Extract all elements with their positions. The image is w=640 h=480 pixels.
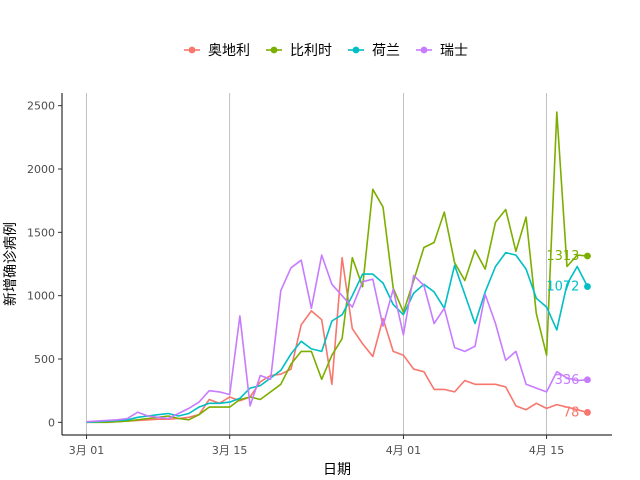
series-lines <box>86 111 589 424</box>
x-tick-label: 4月 01 <box>386 444 422 457</box>
series-end-label-0: 78 <box>563 405 580 420</box>
legend-label: 比利时 <box>290 43 332 59</box>
y-axis-title: 新增确诊病例 <box>3 222 19 306</box>
vertical-gridlines <box>86 93 547 435</box>
x-axis-ticks: 3月 01 3月 15 4月 01 4月 15 <box>69 435 565 457</box>
y-tick-label: 500 <box>34 353 55 366</box>
y-axis-ticks: 0 500 1000 1500 2000 2500 <box>27 100 62 429</box>
series-line-0 <box>86 256 588 424</box>
legend-label: 荷兰 <box>372 43 400 59</box>
legend-item-2: 荷兰 <box>348 43 400 59</box>
series-line-2 <box>86 251 589 424</box>
legend-item-0: 奥地利 <box>184 42 250 59</box>
x-tick-label: 3月 01 <box>69 444 105 457</box>
legend-key-point <box>270 46 278 54</box>
legend-key-point <box>352 46 360 54</box>
legend: 奥地利 比利时 荷兰 瑞士 <box>184 42 468 59</box>
legend-label: 奥地利 <box>208 42 250 59</box>
series-endpoint-1 <box>584 252 591 260</box>
x-axis-title: 日期 <box>323 462 351 478</box>
series-line-1 <box>86 111 588 424</box>
series-endpoint-2 <box>584 283 591 290</box>
series-end-label-2: 1072 <box>546 280 579 295</box>
series-end-label-1: 1313 <box>546 249 579 264</box>
series-end-labels: 78 1313 1072 336 <box>546 249 579 420</box>
series-line-3 <box>86 254 588 423</box>
legend-label: 瑞士 <box>440 43 468 59</box>
legend-key-point <box>188 46 196 54</box>
legend-item-1: 比利时 <box>266 43 332 59</box>
series-end-label-3: 336 <box>555 373 580 388</box>
legend-key-point <box>420 46 428 54</box>
y-tick-label: 1000 <box>27 290 55 303</box>
x-tick-label: 4月 15 <box>529 444 565 457</box>
series-endpoint-3 <box>584 376 591 384</box>
legend-item-3: 瑞士 <box>416 43 468 59</box>
y-tick-label: 2500 <box>27 100 55 113</box>
y-tick-label: 0 <box>48 416 55 429</box>
series-endpoints <box>584 252 591 416</box>
x-tick-label: 3月 15 <box>212 444 248 457</box>
plot-area: 0 500 1000 1500 2000 2500 3月 01 3月 15 4月 01 4月 1… <box>27 93 612 457</box>
y-tick-label: 1500 <box>27 226 55 239</box>
y-tick-label: 2000 <box>27 163 55 176</box>
series-endpoint-0 <box>584 409 591 416</box>
